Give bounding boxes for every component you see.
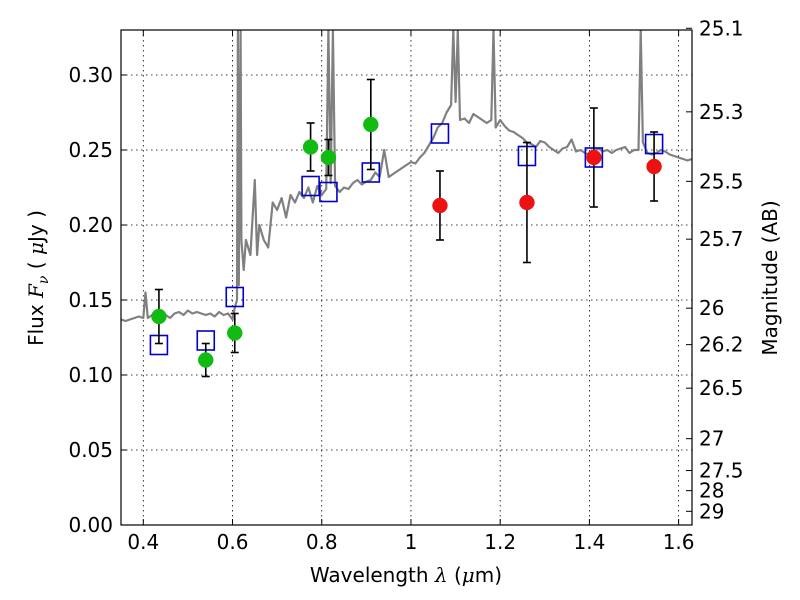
model-photometry-square	[319, 181, 338, 203]
magnitude-tick-label: 25.5	[699, 169, 744, 193]
magnitude-tick-label: 27.5	[699, 459, 744, 483]
x-tick-label: 1.6	[663, 530, 695, 554]
model-photometry-square	[430, 123, 450, 144]
y-tick-label: 0.25	[68, 138, 113, 162]
y-axis-label: Flux Fν ( μJy )	[24, 210, 52, 346]
model-photometry-square	[301, 175, 320, 197]
magnitude-tick-label: 26	[699, 296, 724, 320]
nir-data-point	[519, 194, 535, 211]
plot-frame	[120, 29, 693, 526]
y-tick-label: 0.20	[68, 213, 113, 237]
y-tick-label: 0.00	[68, 513, 113, 537]
optical-data-point	[198, 352, 214, 368]
y-tick-label: 0.15	[68, 288, 113, 312]
x-tick-label: 0.6	[217, 530, 249, 554]
magnitude-tick-label: 25.1	[699, 16, 744, 40]
magnitude-tick-label: 26.2	[699, 333, 744, 357]
x-axis-label: Wavelength λ (μm)	[310, 563, 502, 587]
magnitude-tick-label: 25.3	[699, 100, 744, 124]
magnitude-tick-label: 25.7	[699, 227, 744, 251]
magnitude-tick-label: 27	[699, 427, 724, 451]
magnitude-tick-label: 29	[699, 499, 724, 523]
optical-data-point	[363, 116, 379, 133]
model-sed-line	[121, 30, 692, 323]
optical-data-point	[320, 149, 337, 166]
nir-data-point	[432, 197, 448, 214]
tick-layer: 0.4 0.6 0.8 1 1.2 1.4 1.6 0.00 0.05 0.10 0.15 0.20 0…	[68, 16, 743, 554]
magnitude-tick-label: 26.5	[699, 376, 744, 400]
nir-data-point	[646, 158, 662, 175]
grid	[121, 30, 692, 526]
x-tick-label: 1.2	[484, 530, 516, 554]
y-tick-label: 0.05	[68, 438, 113, 462]
model-photometry-square	[225, 286, 245, 308]
optical-data-point	[227, 325, 243, 341]
data-layer	[121, 30, 692, 378]
magnitude-axis-label: Magnitude (AB)	[758, 200, 782, 355]
nir-data-point	[586, 149, 602, 166]
magnitude-tick-label: 28	[699, 479, 724, 503]
x-tick-label: 0.4	[127, 530, 159, 554]
x-tick-label: 1.4	[573, 530, 605, 554]
optical-data-point	[151, 308, 167, 325]
optical-data-point	[302, 139, 319, 155]
x-tick-label: 1	[405, 530, 418, 554]
y-tick-label: 0.30	[68, 63, 113, 87]
x-tick-label: 0.8	[306, 530, 338, 554]
y-tick-label: 0.10	[68, 363, 113, 387]
